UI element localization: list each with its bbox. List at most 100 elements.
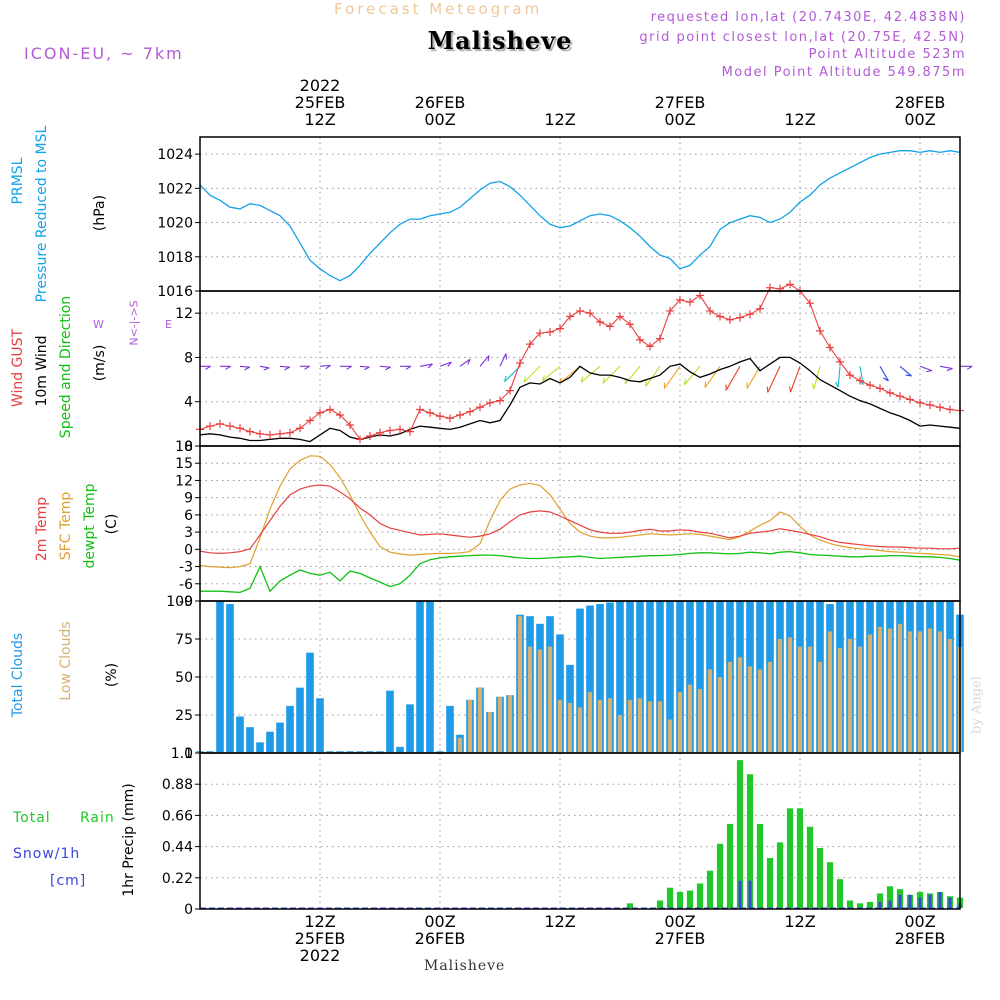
total-cloud-bar: [836, 601, 844, 752]
gust-point: [676, 295, 684, 304]
total-cloud-bar: [916, 601, 924, 752]
gust-point: [366, 432, 374, 441]
snow-bar: [908, 894, 912, 908]
rain-bar: [686, 890, 694, 908]
gust-point: [596, 318, 604, 326]
total-cloud-bar: [696, 601, 704, 752]
model-point-altitude: Model Point Altitude 549.875m: [721, 65, 966, 80]
gust-point: [426, 408, 434, 417]
gust-point: [836, 357, 844, 366]
y-tick-label: 0: [184, 902, 193, 918]
gust-point: [906, 395, 914, 404]
snow-bar: [878, 901, 882, 908]
dewpt-label: dewpt Temp: [82, 483, 98, 569]
snow-label: Snow/1h: [13, 846, 81, 862]
sfc-temp-line: [199, 455, 961, 569]
rain-bar: [716, 843, 724, 908]
gust-point: [706, 306, 714, 315]
low-cloud-bar: [687, 684, 693, 752]
y-tick-label: -6: [179, 577, 193, 593]
rain-bar: [766, 857, 774, 908]
total-cloud-bar: [516, 614, 524, 752]
gust-point: [316, 408, 324, 417]
t2m-label: 2m Temp: [34, 496, 50, 562]
model-label: ICON-EU, ~ 7km: [24, 44, 184, 63]
low-cloud-bar: [517, 616, 523, 752]
wind-barb-head: [447, 361, 452, 368]
rain-bar: [896, 889, 904, 908]
gust-point: [796, 287, 804, 295]
low-cloud-bar: [667, 719, 673, 752]
wind-barb: [919, 365, 933, 372]
snow-cm-label: [cm]: [50, 873, 87, 889]
y-tick-label: 15: [175, 456, 193, 472]
low-cloud-bar: [907, 631, 913, 752]
gust-point: [696, 291, 704, 300]
gust-point: [886, 388, 894, 397]
header-subtitle: Forecast Meteogram: [334, 0, 543, 18]
gust-point: [376, 428, 384, 437]
time-label-bottom: 12Z: [784, 912, 815, 931]
gust-point: [536, 329, 544, 338]
wind-barb-head: [624, 378, 627, 385]
gust-point: [336, 411, 344, 419]
wind-barb-head: [811, 383, 815, 390]
rain-bar: [806, 826, 814, 908]
gust-point: [256, 429, 264, 438]
total-cloud-bar: [456, 734, 464, 752]
gust-point: [296, 424, 304, 433]
rain-bar: [796, 808, 804, 908]
rain-bar: [746, 774, 754, 908]
low-cloud-bar: [797, 646, 803, 752]
total-cloud-bar: [826, 604, 834, 752]
gust-point: [656, 334, 664, 343]
time-label-bottom: 00Z: [664, 912, 695, 931]
total-cloud-bar: [556, 634, 564, 752]
rain-bar: [816, 848, 824, 908]
wind-barb: [645, 365, 661, 387]
gust-point: [866, 381, 874, 390]
snow-bar: [928, 894, 932, 908]
low-cloud-bar: [777, 639, 783, 752]
gust-point: [356, 435, 364, 444]
rain-bar: [886, 886, 894, 908]
total-cloud-bar: [256, 742, 264, 752]
total-cloud-bar: [956, 614, 964, 752]
gust-point: [526, 340, 534, 349]
wind-dir-label: Speed and Direction: [58, 295, 74, 439]
wind-barb: [837, 366, 841, 388]
gust-point: [716, 312, 724, 321]
gust-point: [556, 324, 564, 333]
gust-point: [576, 306, 584, 315]
y-tick-label: 12: [175, 306, 193, 322]
low-cloud-bar: [787, 637, 793, 752]
wind-barb-head: [263, 367, 270, 371]
panel-frame-wind: [199, 290, 961, 447]
gust-point: [566, 312, 574, 321]
panel-frames: [195, 136, 961, 910]
total-cloud-bar: [706, 601, 714, 752]
y-tick-label: 1018: [157, 250, 193, 266]
wind-barb-head: [505, 353, 508, 360]
grid-layer: [200, 137, 960, 909]
y-tick-label: 9: [184, 491, 193, 507]
total-cloud-bar: [936, 601, 944, 752]
wind-unit-label: (m/s): [92, 344, 108, 382]
total-cloud-bar: [566, 664, 574, 752]
low-cloud-bar: [957, 646, 963, 752]
wind-barb: [725, 366, 741, 391]
total-cloud-bar: [726, 601, 734, 752]
snow-bar: [888, 900, 892, 908]
wind-barb-head: [487, 355, 490, 362]
gust-point: [236, 424, 244, 433]
total-cloud-bar: [426, 601, 434, 752]
total-cloud-bar: [406, 704, 414, 752]
total-cloud-bar: [886, 601, 894, 752]
wind-barb-head: [304, 365, 310, 370]
gust-point: [686, 298, 694, 307]
snow-bar: [738, 880, 742, 908]
gust-point: [826, 343, 834, 352]
low-cloud-bar: [737, 657, 743, 752]
rain-label: Rain: [80, 810, 115, 826]
